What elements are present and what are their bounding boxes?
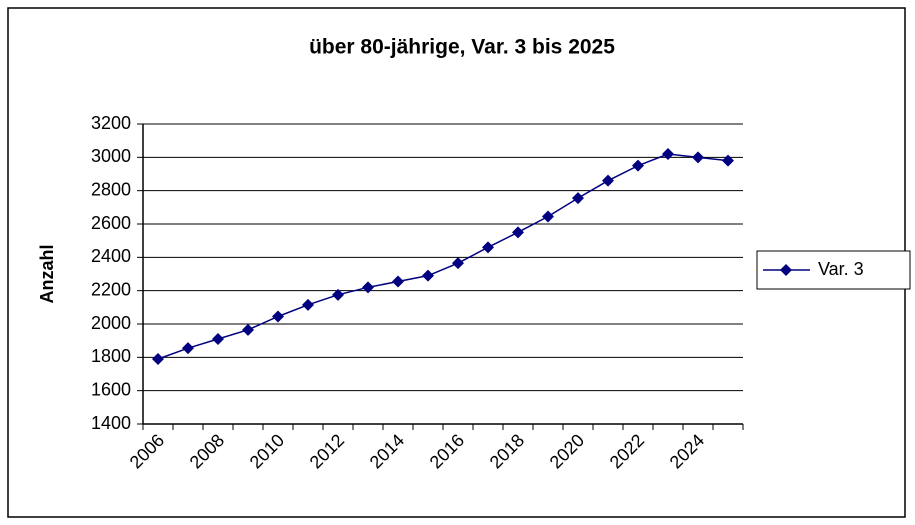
data-point [302,298,314,311]
chart-title: über 80-jährige, Var. 3 bis 2025 [309,36,615,59]
data-point [242,323,254,336]
series-line [157,153,729,360]
y-tick-label: 2400 [91,246,131,266]
data-point [602,174,614,187]
y-tick-label: 2000 [91,313,131,333]
data-point [452,257,464,270]
data-point [542,210,554,223]
data-point [722,154,734,167]
y-tick-label: 3000 [91,146,131,166]
legend-label: Var. 3 [818,259,864,279]
y-tick-label: 1600 [91,379,131,399]
data-point [152,353,164,365]
y-tick-label: 2600 [91,213,131,233]
data-point [362,281,374,294]
data-point [512,226,524,239]
data-point [632,159,644,172]
legend-marker [780,264,792,276]
data-point [332,288,344,301]
data-point [272,310,284,323]
y-tick-label: 2800 [91,179,131,199]
data-point [482,241,494,254]
data-point [422,269,434,282]
y-tick-label: 2200 [91,279,131,299]
data-point [212,333,224,345]
y-tick-label: 1400 [91,413,131,433]
y-tick-label: 3200 [91,113,131,133]
data-point [572,192,584,205]
data-point [392,275,404,288]
y-tick-label: 1800 [91,346,131,366]
data-point [182,342,194,355]
y-axis-title: Anzahl [37,244,57,303]
data-point [692,151,704,164]
data-point [662,148,674,160]
